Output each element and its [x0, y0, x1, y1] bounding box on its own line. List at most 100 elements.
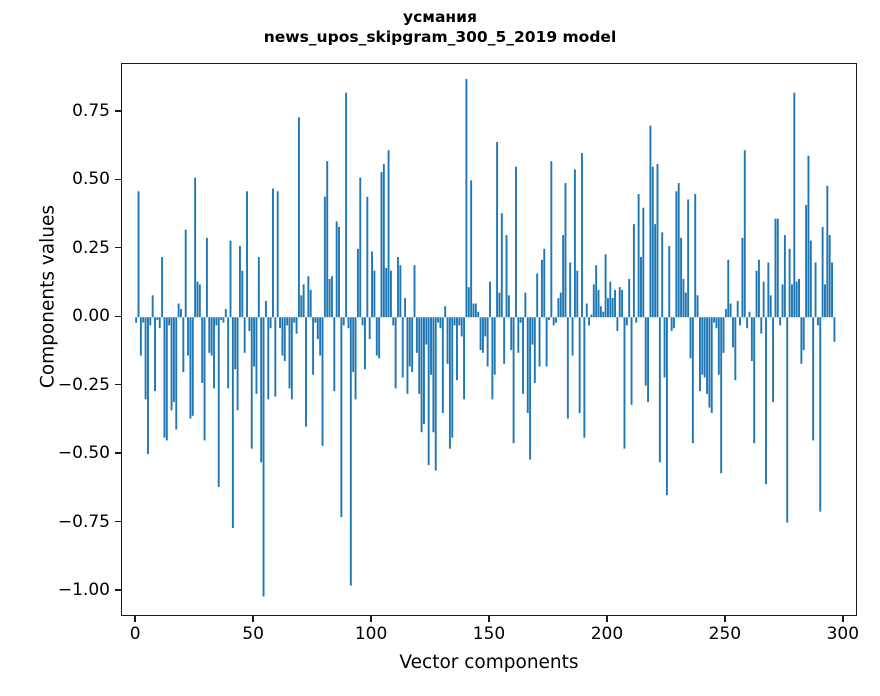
- bar: [394, 317, 397, 389]
- bar: [722, 317, 725, 353]
- bar: [715, 317, 718, 329]
- bar: [512, 317, 515, 444]
- bar: [229, 240, 232, 318]
- bar: [717, 317, 720, 375]
- x-tick-label: 150: [472, 624, 506, 644]
- bar: [347, 317, 350, 329]
- bar: [465, 79, 468, 318]
- bar: [427, 317, 430, 466]
- bar: [326, 161, 329, 318]
- bar: [168, 317, 171, 326]
- bar: [755, 270, 758, 318]
- y-tick-mark: [115, 520, 121, 523]
- bar: [578, 317, 581, 414]
- bar: [328, 278, 331, 318]
- bar: [361, 317, 364, 326]
- bar: [658, 317, 661, 463]
- bar: [368, 317, 371, 340]
- bar: [611, 298, 614, 318]
- bar: [371, 251, 373, 318]
- bar: [564, 183, 567, 318]
- bar: [684, 292, 687, 318]
- bar: [302, 284, 305, 318]
- bar: [255, 317, 258, 394]
- bar: [404, 298, 407, 318]
- bar: [644, 317, 647, 386]
- bar: [293, 317, 296, 323]
- bar: [618, 287, 621, 318]
- bar: [423, 317, 425, 424]
- bar: [640, 257, 642, 318]
- bar: [378, 317, 381, 359]
- bar: [340, 317, 343, 518]
- bar: [236, 317, 239, 411]
- bar: [736, 300, 739, 318]
- bar: [453, 317, 456, 326]
- bar: [729, 303, 732, 318]
- bar: [706, 317, 708, 394]
- bar: [781, 284, 784, 318]
- bar: [538, 317, 541, 367]
- bar: [831, 262, 833, 318]
- bar: [441, 317, 444, 414]
- bar: [227, 317, 230, 389]
- bar: [531, 317, 534, 345]
- bar: [694, 194, 697, 318]
- y-tick-mark: [115, 178, 121, 181]
- bar: [588, 317, 591, 326]
- bar: [224, 309, 227, 318]
- x-axis-label: Vector components: [399, 652, 579, 673]
- bar: [196, 281, 199, 318]
- bar: [750, 317, 753, 362]
- bar: [142, 317, 145, 323]
- bar: [760, 317, 763, 334]
- bar: [576, 270, 579, 318]
- bar: [283, 317, 286, 362]
- x-tick-mark: [606, 616, 608, 622]
- bar: [552, 317, 555, 326]
- bar: [205, 237, 208, 318]
- bar: [198, 284, 201, 318]
- y-tick-mark: [115, 315, 121, 317]
- bar: [748, 311, 751, 318]
- bar: [772, 317, 775, 403]
- bar: [300, 295, 303, 318]
- bar: [180, 309, 182, 318]
- bar: [161, 257, 164, 318]
- bar: [477, 311, 480, 318]
- bar: [673, 317, 675, 329]
- bar: [762, 281, 765, 318]
- bar: [675, 191, 678, 318]
- bar: [649, 125, 652, 318]
- bar: [387, 150, 390, 318]
- bar: [135, 317, 138, 323]
- bar: [569, 262, 572, 318]
- bar: [765, 317, 767, 485]
- bar: [373, 270, 376, 318]
- bar: [356, 248, 359, 318]
- bar: [335, 221, 338, 318]
- bar: [359, 177, 362, 318]
- bar: [460, 317, 463, 337]
- y-tick-mark: [115, 247, 121, 249]
- bar: [321, 317, 324, 446]
- bar: [314, 317, 317, 323]
- bar: [338, 226, 340, 318]
- bar: [213, 317, 215, 389]
- bar: [557, 298, 560, 318]
- bar: [500, 213, 503, 318]
- bar: [397, 257, 399, 318]
- bar: [458, 317, 461, 326]
- bar: [743, 150, 746, 318]
- bar: [210, 317, 213, 356]
- bar: [791, 284, 793, 318]
- bar: [571, 317, 574, 356]
- y-tick-label: 0.50: [72, 169, 110, 190]
- bar: [555, 317, 557, 323]
- bar: [481, 317, 484, 353]
- y-tick-mark: [115, 589, 121, 591]
- bar: [425, 317, 428, 345]
- bar: [354, 317, 357, 400]
- bar: [220, 317, 223, 320]
